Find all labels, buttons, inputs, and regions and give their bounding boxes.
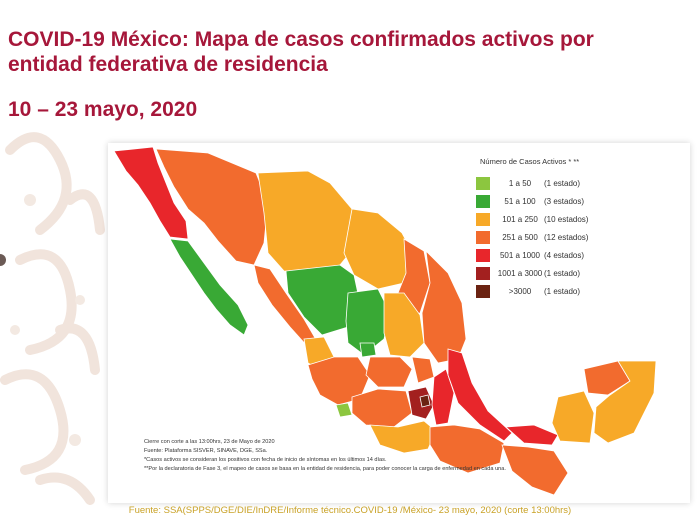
source-caption: Fuente: SSA(SPPS/DGE/DIE/InDRE/Informe t… — [128, 505, 572, 516]
legend-item: 1001 a 3000 (1 estado) — [476, 264, 686, 282]
title-line-2: entidad federativa de residencia — [8, 53, 328, 76]
legend-count: (3 estados) — [544, 196, 585, 206]
legend-count: (12 estados) — [544, 232, 589, 242]
legend-title: Número de Casos Activos * ** — [480, 157, 580, 166]
state-cdmx — [419, 394, 431, 408]
state-puebla — [431, 368, 455, 426]
note-active: *Casos activos se consideran los positiv… — [144, 457, 387, 463]
legend-range: 51 a 100 — [504, 196, 536, 206]
legend-swatch — [476, 194, 490, 208]
legend-count: (1 estado) — [544, 268, 581, 278]
legend-item: 101 a 250 (10 estados) — [476, 210, 686, 228]
state-tamaulipas — [421, 249, 467, 364]
note-platform: Fuente: Plataforma SISVER, SINAVE, DGE, … — [144, 448, 268, 454]
map-panel: Número de Casos Activos * ** 1 a 50 (1 es… — [108, 143, 690, 503]
legend-item: 501 a 1000 (4 estados) — [476, 246, 686, 264]
legend-swatch — [476, 230, 490, 244]
legend-swatch — [476, 212, 490, 226]
state-guanajuato — [365, 356, 413, 388]
map-legend: Número de Casos Activos * ** 1 a 50 (1 es… — [476, 157, 686, 300]
note-phase: **Por la declaratoria de Fase 3, el mape… — [144, 466, 506, 472]
state-colima — [335, 402, 353, 418]
state-veracruz — [447, 348, 513, 442]
legend-count: (10 estados) — [544, 214, 589, 224]
side-bullet — [0, 254, 6, 266]
legend-swatch — [476, 266, 490, 280]
date-range: 10 – 23 mayo, 2020 — [8, 98, 198, 121]
legend-range: 1001 a 3000 — [497, 268, 543, 278]
state-hidalgo — [411, 356, 435, 384]
legend-swatch — [476, 248, 490, 262]
title-line-1: COVID-19 México: Mapa de casos confirmad… — [8, 28, 594, 51]
footnotes: Cierre con corte a las 13:00hrs, 23 de M… — [144, 438, 684, 474]
state-aguascalientes — [359, 342, 377, 358]
legend-range: 251 a 500 — [502, 232, 538, 242]
legend-range: >3000 — [508, 286, 532, 296]
state-chiapas — [501, 444, 569, 496]
legend-count: (1 estado) — [544, 178, 581, 188]
state-yucatan — [583, 360, 631, 396]
legend-range: 101 a 250 — [502, 214, 538, 224]
legend-swatch — [476, 176, 490, 190]
legend-range: 1 a 50 — [508, 178, 532, 188]
state-coahuila — [343, 208, 415, 290]
legend-range: 501 a 1000 — [499, 250, 541, 260]
state-baja-california — [113, 146, 189, 240]
legend-count: (1 estado) — [544, 286, 581, 296]
state-quintana-roo — [593, 360, 657, 444]
state-san-luis-potosi — [383, 292, 425, 358]
state-tabasco — [505, 424, 559, 446]
state-campeche — [551, 390, 595, 444]
state-chihuahua — [257, 170, 359, 274]
legend-item: 1 a 50 (1 estado) — [476, 174, 686, 192]
legend-swatch — [476, 284, 490, 298]
legend-item: >3000 (1 estado) — [476, 282, 686, 300]
legend-item: 51 a 100 (3 estados) — [476, 192, 686, 210]
state-baja-california-sur — [169, 238, 249, 336]
legend-item: 251 a 500 (12 estados) — [476, 228, 686, 246]
mexico-map — [113, 146, 657, 496]
note-cutoff: Cierre con corte a las 13:00hrs, 23 de M… — [144, 439, 275, 445]
legend-rows: 1 a 50 (1 estado) 51 a 100 (3 estados) 101 a… — [476, 174, 686, 300]
legend-count: (4 estados) — [544, 250, 585, 260]
page-title: COVID-19 México: Mapa de casos confirmad… — [8, 27, 698, 77]
state-sonora — [155, 148, 269, 266]
state-oaxaca — [429, 424, 505, 474]
state-michoacan — [351, 388, 413, 428]
